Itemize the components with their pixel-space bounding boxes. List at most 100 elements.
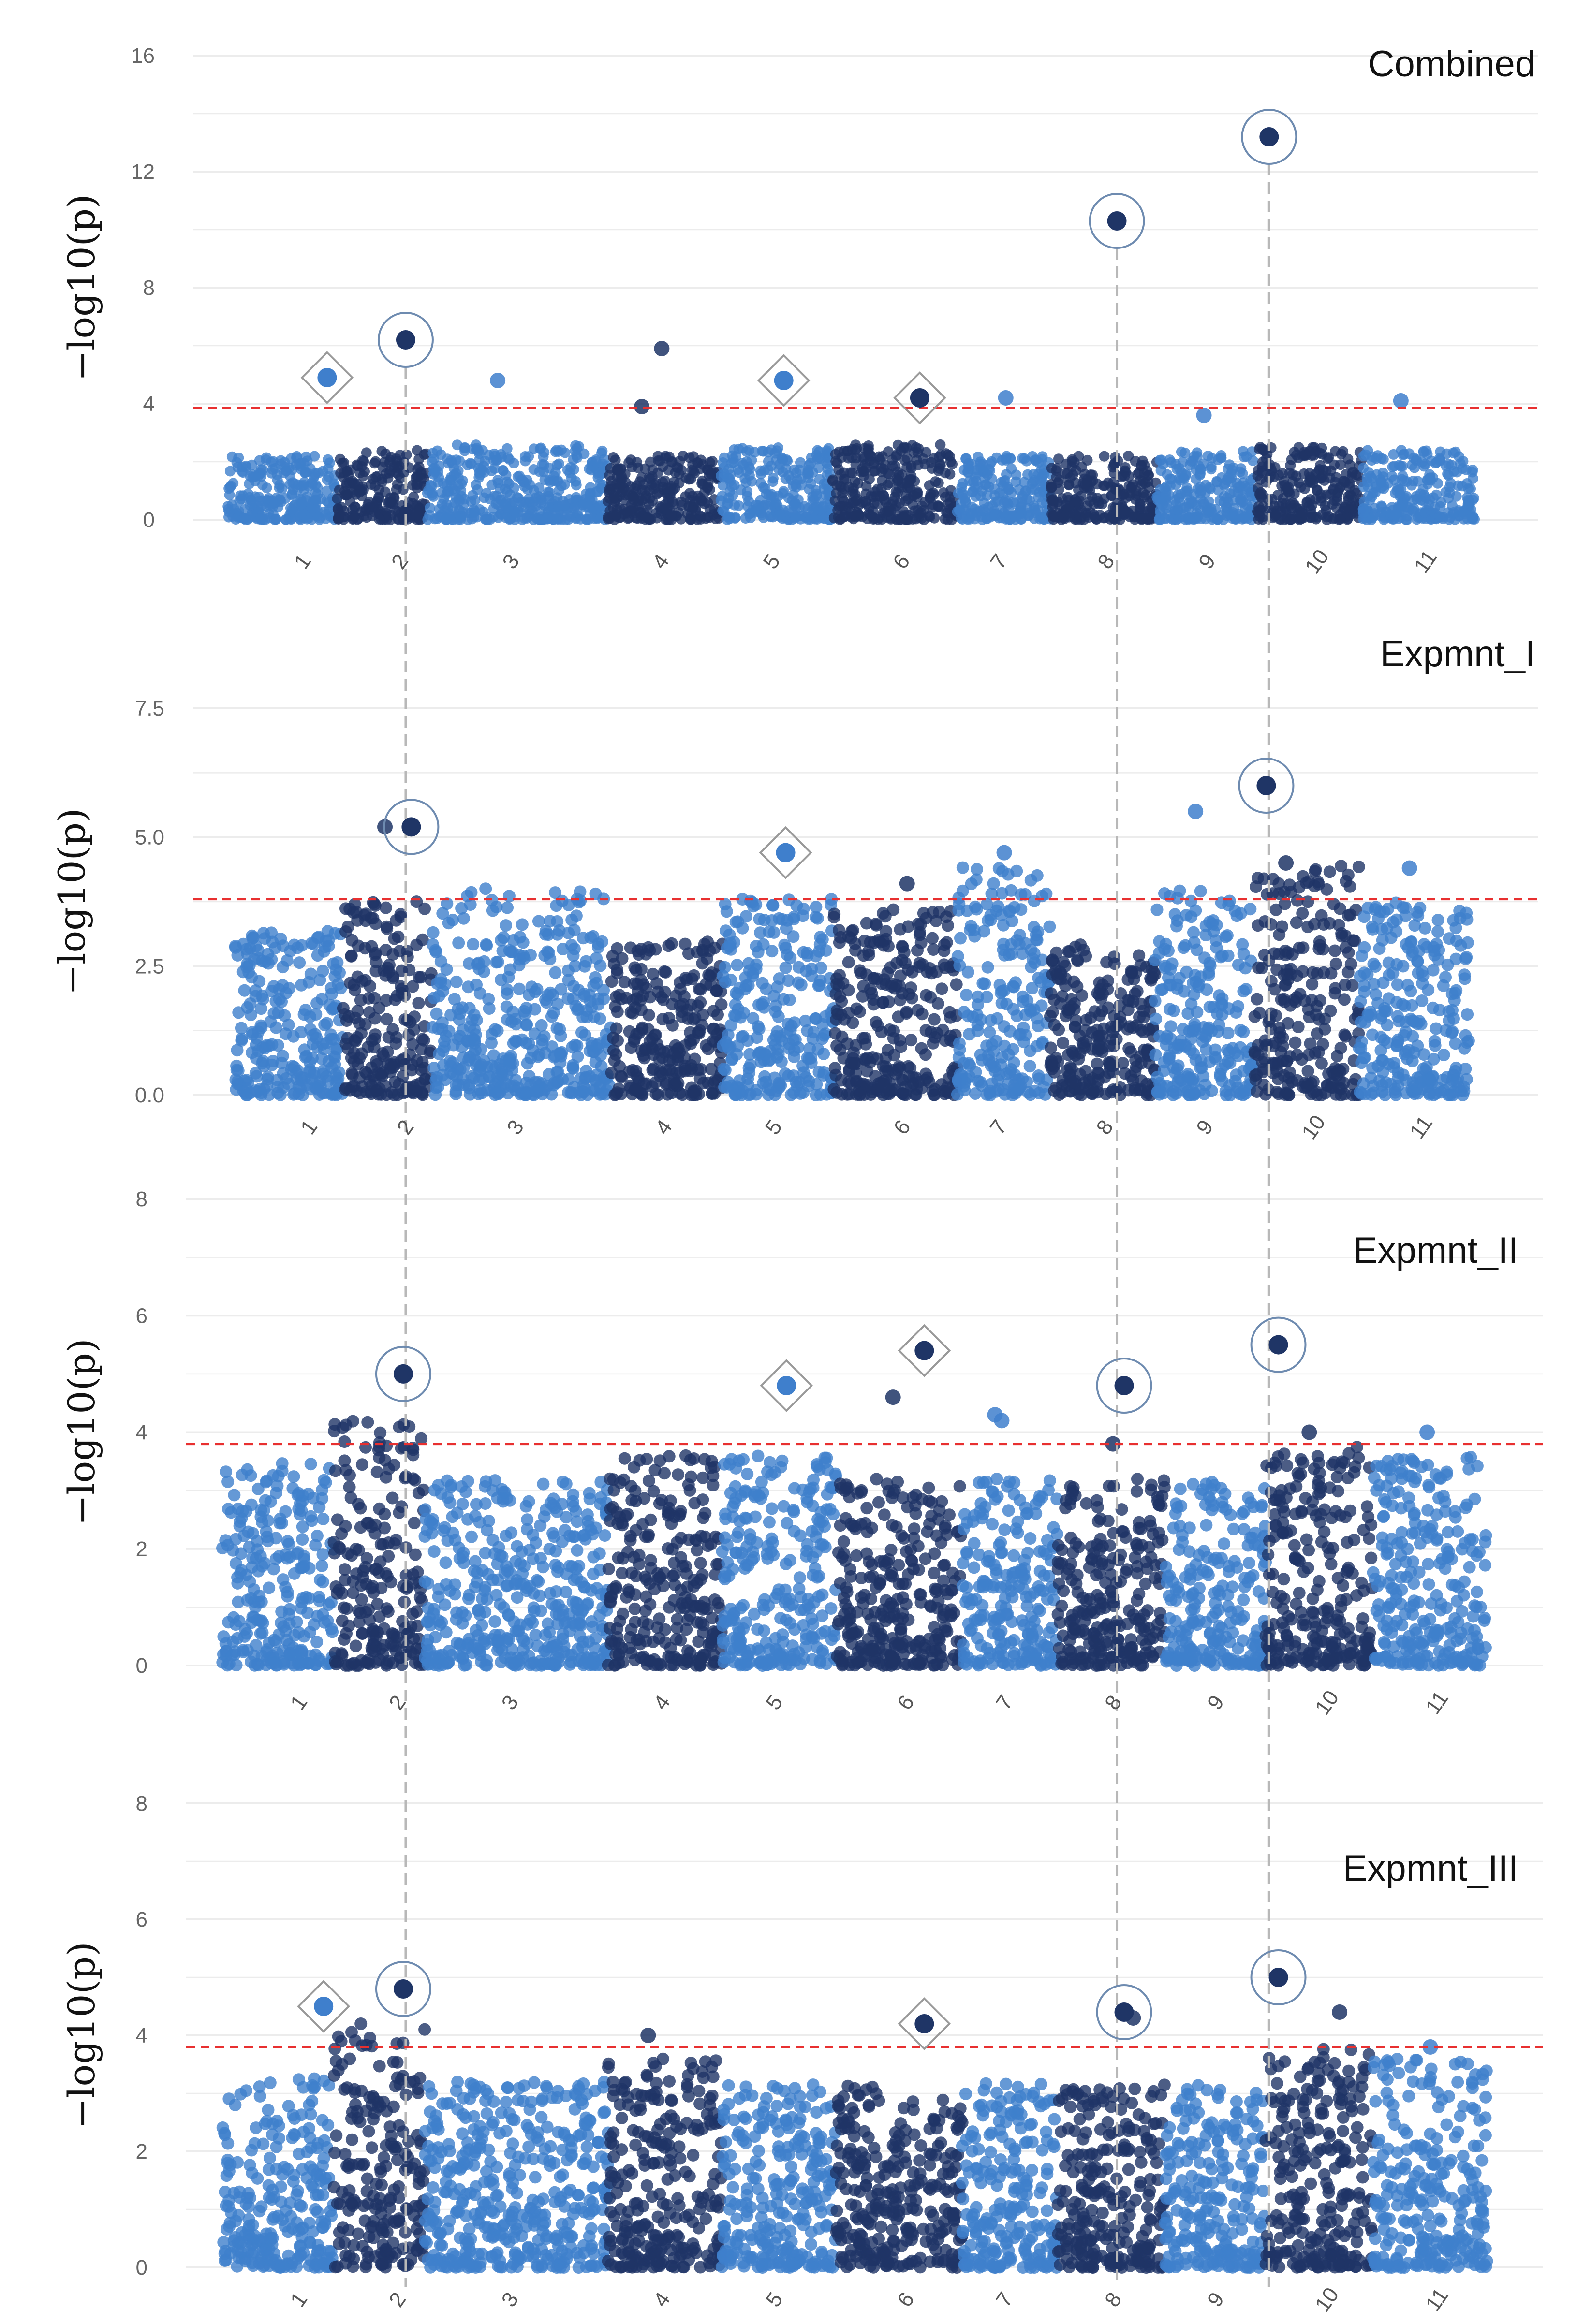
snp-point	[494, 483, 505, 494]
snp-point	[228, 478, 239, 489]
snp-point	[452, 936, 465, 950]
snp-point	[348, 983, 361, 996]
snp-point	[1306, 509, 1317, 520]
snp-point	[944, 1011, 957, 1024]
snp-point	[628, 1035, 641, 1048]
snp-point	[264, 512, 275, 524]
snp-point	[504, 963, 516, 976]
snp-point	[927, 1037, 940, 1050]
snp-point	[911, 454, 922, 466]
snp-point	[455, 512, 466, 523]
snp-point	[795, 979, 808, 992]
snp-point	[502, 452, 514, 463]
gridlines	[186, 55, 1543, 2268]
snp-point	[796, 909, 810, 922]
snp-point	[1134, 1082, 1147, 1096]
snp-point	[262, 1070, 274, 1083]
snp-point	[1017, 995, 1030, 1008]
snp-point	[549, 504, 560, 515]
snp-point	[925, 492, 935, 503]
snp-point	[332, 493, 343, 504]
snp-point	[565, 462, 576, 473]
snp-point	[1448, 507, 1459, 518]
snp-point	[1209, 512, 1220, 523]
snp-point	[990, 904, 1003, 917]
snp-point	[864, 983, 877, 996]
snp-point	[1082, 474, 1093, 485]
snp-point	[241, 948, 254, 960]
snp-point	[261, 482, 272, 494]
snp-point	[608, 1088, 621, 1101]
snp-point	[984, 1084, 997, 1097]
snp-point	[648, 483, 660, 494]
snp-point	[892, 439, 903, 451]
snp-point	[897, 482, 907, 493]
snp-point	[1005, 511, 1017, 522]
snp-point	[509, 482, 520, 494]
snp-point	[406, 1058, 419, 1071]
snp-point	[636, 1021, 649, 1034]
snp-point	[571, 443, 582, 454]
snp-point	[814, 931, 827, 944]
snp-point	[1079, 950, 1092, 963]
snp-point	[694, 1063, 707, 1076]
snp-point	[314, 514, 325, 525]
snp-point	[838, 1013, 851, 1026]
snp-point	[939, 1034, 952, 1047]
snp-point	[1459, 508, 1470, 519]
snp-point	[778, 938, 791, 951]
snp-point	[634, 963, 648, 976]
snp-point	[1000, 453, 1011, 464]
snp-point	[623, 457, 634, 468]
snp-point	[851, 443, 862, 454]
snp-point	[508, 1079, 521, 1092]
snp-point	[1092, 988, 1105, 1001]
snp-point	[816, 1032, 829, 1045]
snp-point	[830, 1086, 843, 1099]
snp-point	[402, 513, 413, 525]
snp-point	[1143, 476, 1154, 487]
snp-point	[241, 1001, 254, 1014]
snp-point	[463, 1002, 476, 1015]
snp-point	[630, 512, 641, 524]
snp-point	[494, 1080, 507, 1093]
snp-point	[266, 468, 277, 479]
snp-point	[332, 978, 345, 991]
snp-point	[898, 1088, 911, 1101]
snp-point	[857, 463, 868, 474]
snp-point	[1150, 903, 1164, 916]
snp-point	[997, 919, 1010, 932]
snp-point	[1099, 493, 1110, 504]
snp-point	[851, 496, 862, 506]
snp-point	[348, 1080, 361, 1093]
snp-point	[282, 1019, 295, 1031]
snp-point	[982, 469, 993, 480]
snp-point	[257, 927, 270, 940]
snp-point	[752, 1048, 765, 1061]
snp-point	[596, 448, 607, 459]
snp-point	[971, 510, 982, 521]
snp-point	[850, 1002, 863, 1015]
snp-point	[269, 941, 282, 954]
snp-point	[276, 497, 287, 507]
snp-point	[303, 512, 314, 524]
snp-point	[413, 971, 426, 984]
snp-point	[784, 1024, 797, 1037]
snp-point	[772, 510, 783, 521]
snp-point	[295, 1026, 308, 1039]
snp-point	[926, 932, 939, 945]
snp-point	[657, 993, 670, 1006]
snp-point	[519, 451, 531, 462]
snp-point	[501, 901, 514, 914]
snp-point	[894, 1062, 907, 1075]
snp-point	[881, 966, 894, 979]
snp-point	[928, 1013, 941, 1026]
snp-point	[788, 500, 799, 511]
snp-point	[1195, 468, 1206, 479]
snp-point	[935, 982, 948, 995]
snp-point	[1314, 464, 1325, 475]
snp-point	[651, 1038, 663, 1051]
snp-point	[956, 884, 969, 897]
snp-point	[1091, 1045, 1105, 1057]
snp-point	[704, 457, 715, 468]
